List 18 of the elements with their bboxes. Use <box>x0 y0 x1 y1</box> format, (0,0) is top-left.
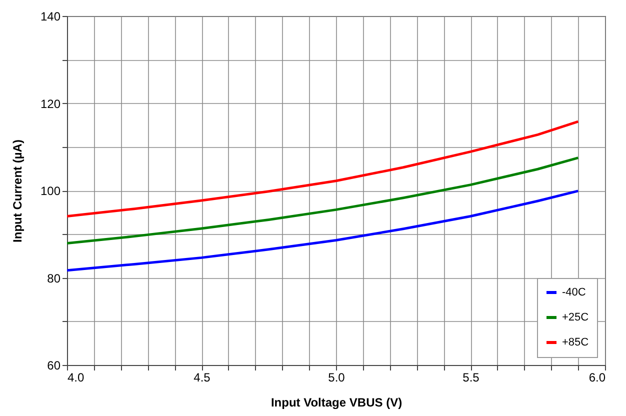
legend-label: +85C <box>562 336 589 348</box>
line-series <box>67 120 580 218</box>
y-tick-label: 120 <box>40 96 61 111</box>
x-axis-title: Input Voltage VBUS (V) <box>270 396 402 410</box>
x-tick-label: 5.0 <box>328 370 346 384</box>
legend-label: -40C <box>562 286 586 298</box>
x-tick-label: 4.0 <box>68 370 85 384</box>
y-tick-label: 140 <box>40 10 61 24</box>
y-tick-label: 100 <box>40 184 61 198</box>
x-tick-label: 5.5 <box>462 370 480 384</box>
y-tick-label: 80 <box>47 271 61 286</box>
y-tick-label: 60 <box>47 358 61 372</box>
x-tick-label: 4.5 <box>194 370 211 384</box>
x-tick-label: 6.0 <box>588 370 606 384</box>
line-series <box>67 156 580 245</box>
line-series <box>67 190 580 272</box>
y-axis-title: Input Current (µA) <box>10 140 24 242</box>
legend-label: +25C <box>562 312 589 324</box>
